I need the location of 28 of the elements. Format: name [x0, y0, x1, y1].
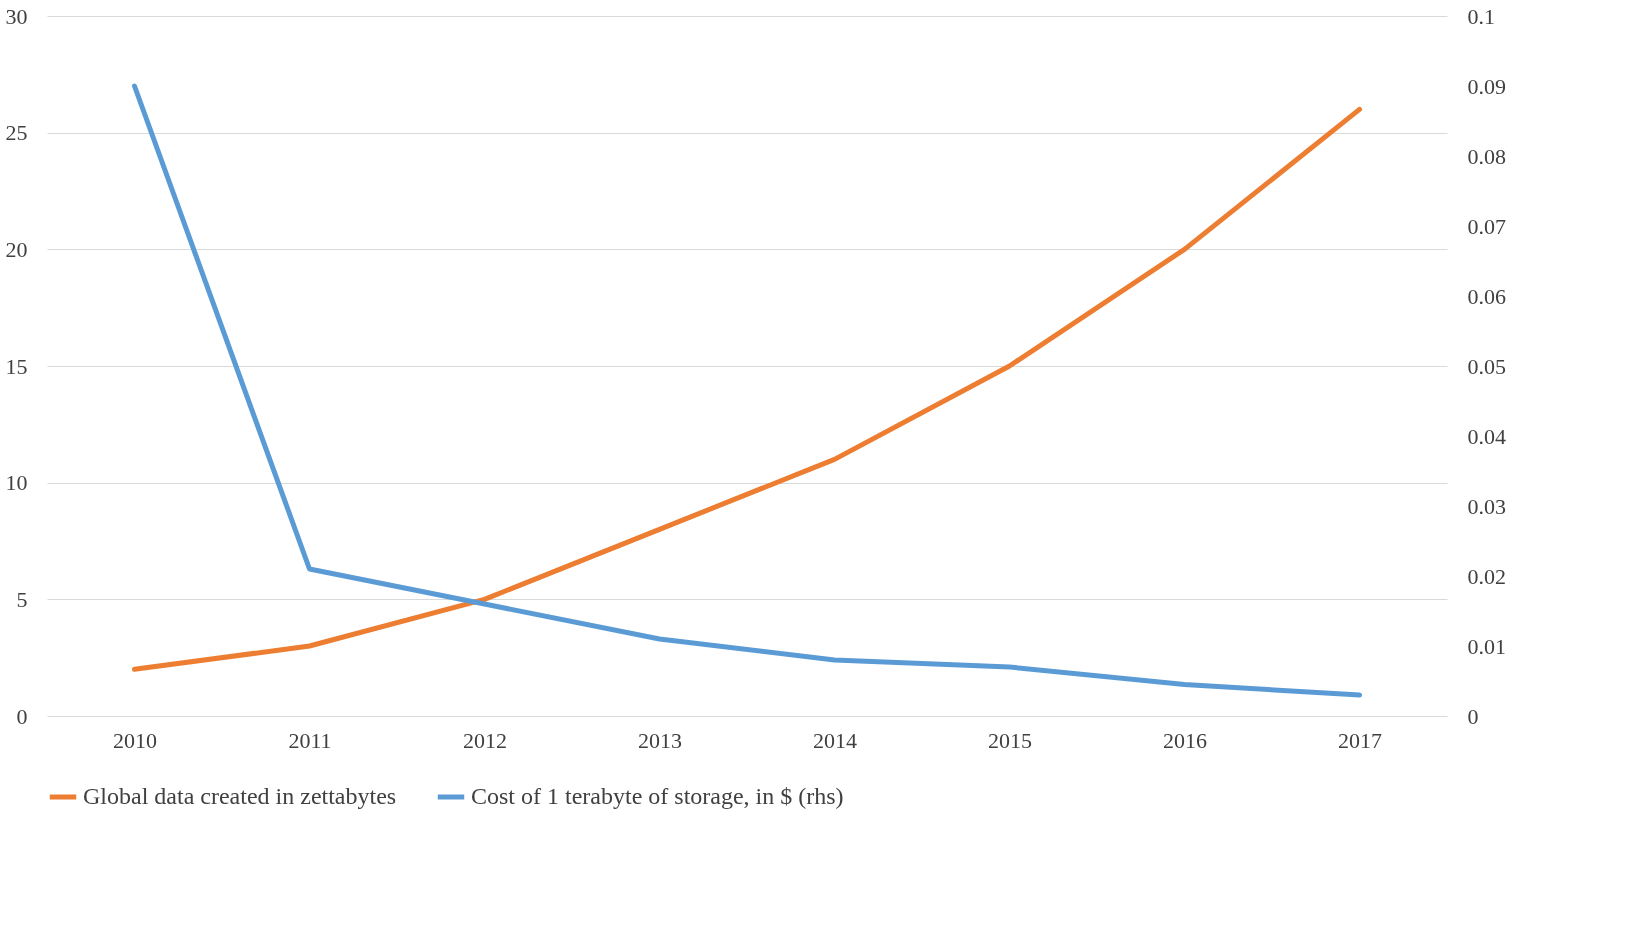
x-tick-label: 2010 — [113, 727, 157, 753]
y2-tick-label: 0.05 — [1467, 353, 1506, 379]
y2-tick-label: 0 — [1467, 703, 1479, 729]
y2-tick-label: 0.1 — [1467, 3, 1495, 29]
y2-tick-label: 0.01 — [1467, 633, 1506, 659]
y2-tick-label: 0.09 — [1467, 73, 1506, 99]
y2-tick-label: 0.08 — [1467, 143, 1506, 169]
y2-tick-label: 0.04 — [1467, 423, 1506, 449]
y-tick-label: 20 — [5, 236, 28, 262]
x-tick-label: 2011 — [288, 727, 332, 753]
y-tick-label: 15 — [5, 353, 28, 379]
y-tick-label: 30 — [5, 3, 28, 29]
y2-tick-label: 0.03 — [1467, 493, 1506, 519]
x-tick-label: 2013 — [638, 727, 682, 753]
legend-label: Cost of 1 terabyte of storage, in $ (rhs) — [471, 783, 844, 809]
x-tick-label: 2015 — [988, 727, 1032, 753]
x-tick-label: 2014 — [813, 727, 857, 753]
y2-tick-label: 0.02 — [1467, 563, 1506, 589]
y-tick-label: 5 — [16, 586, 28, 612]
y2-tick-label: 0.07 — [1467, 213, 1506, 239]
y2-tick-label: 0.06 — [1467, 283, 1506, 309]
x-tick-label: 2012 — [463, 727, 507, 753]
x-tick-label: 2017 — [1338, 727, 1382, 753]
x-tick-label: 2016 — [1163, 727, 1207, 753]
y-tick-label: 10 — [5, 470, 28, 496]
y-tick-label: 25 — [5, 120, 28, 146]
y-tick-label: 0 — [16, 703, 28, 729]
legend-label: Global data created in zettabytes — [83, 783, 397, 809]
